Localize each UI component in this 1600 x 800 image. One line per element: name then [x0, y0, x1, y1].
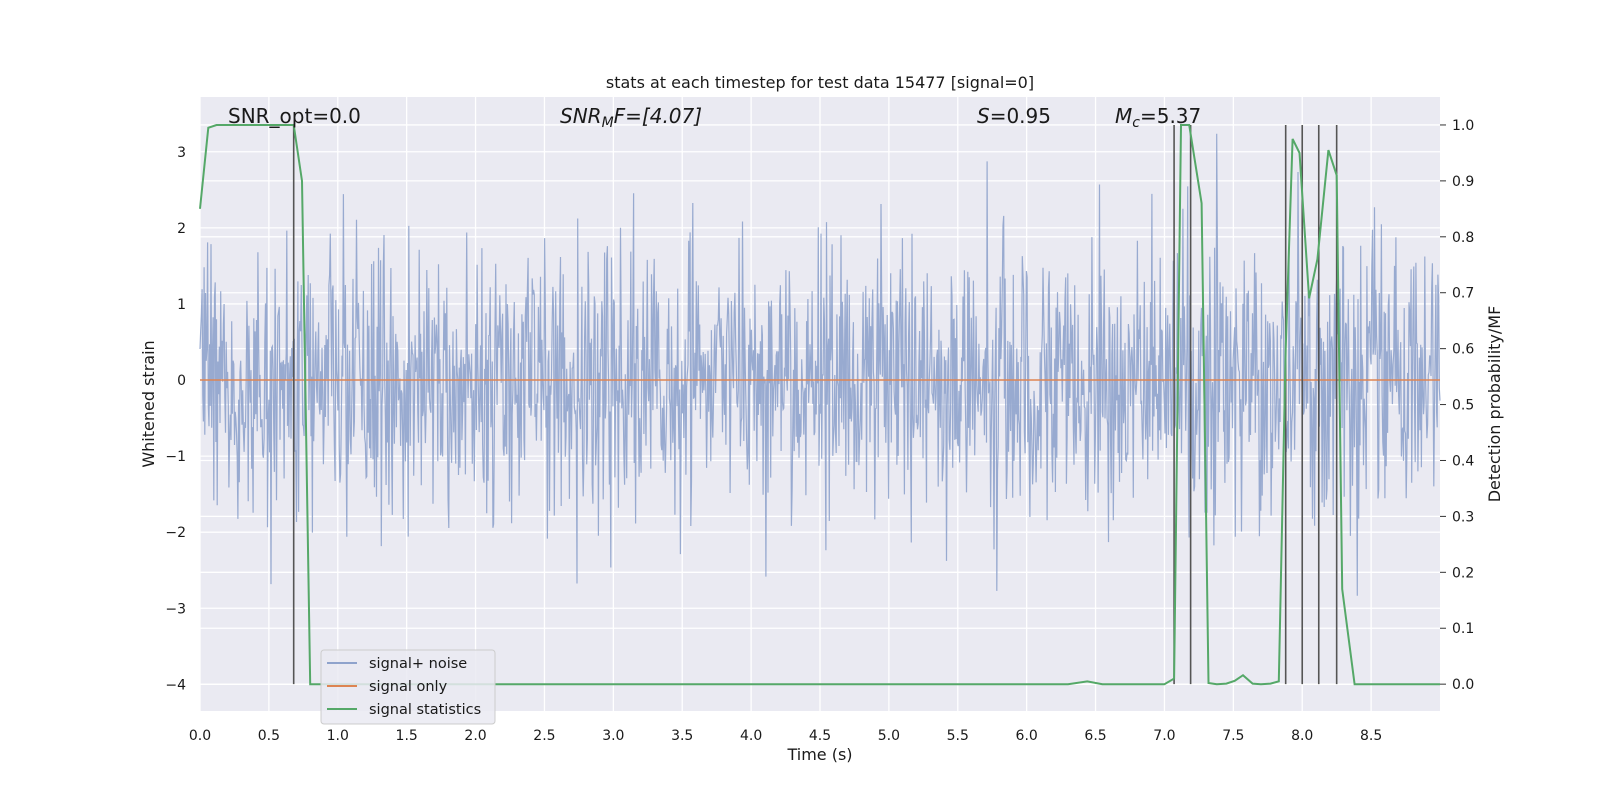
left-y-tick-label-1: 2 [177, 221, 186, 237]
annotation-snr-mf-main: SNR [560, 104, 602, 128]
annotation-mc-sub: c [1132, 115, 1140, 131]
right-y-tick-label-0: 1.0 [1452, 118, 1474, 134]
left-y-tick-label-4: −1 [165, 449, 186, 465]
marker-lines [292, 124, 1338, 685]
legend-label-statistics: signal statistics [369, 702, 481, 718]
left-y-tick-label-6: −3 [165, 601, 186, 617]
legend-label-signal-only: signal only [369, 679, 448, 695]
right-y-tick-label-7: 0.3 [1452, 509, 1474, 525]
left-y-tick-label-3: 0 [177, 373, 186, 389]
x-tick-label-11: 5.5 [947, 728, 969, 744]
annotation-mc: Mc=5.37 [1115, 104, 1201, 131]
plot-area [199, 97, 1441, 711]
left-y-axis-label: Whitened strain [139, 340, 158, 467]
x-tick-label-12: 6.0 [1016, 728, 1038, 744]
x-axis-ticks: 0.0 0.5 1.0 1.5 2.0 2.5 3.0 3.5 4.0 4.5 5.0 5.5 6.0 6… [189, 728, 1382, 744]
right-y-tick-label-9: 0.1 [1452, 621, 1474, 637]
series-signal-statistics [199, 124, 1440, 686]
right-y-axis-ticks: 1.0 0.9 0.8 0.7 0.6 0.5 0.4 0.3 0.2 0.1 0.0 [1440, 118, 1474, 693]
annotation-mc-main: M [1115, 104, 1132, 128]
x-tick-label-6: 3.0 [602, 728, 624, 744]
noise-trace [199, 133, 1441, 596]
right-y-axis-label: Detection probability/MF [1485, 306, 1504, 503]
left-y-tick-label-2: 1 [177, 297, 186, 313]
legend: signal+ noise signal only signal statist… [320, 649, 496, 725]
left-y-axis-ticks: 3 2 1 0 −1 −2 −3 −4 [165, 145, 186, 694]
x-tick-label-0: 0.0 [189, 728, 211, 744]
annotation-s-main: S [977, 104, 990, 128]
right-y-tick-label-5: 0.5 [1452, 398, 1474, 414]
x-tick-label-7: 3.5 [671, 728, 693, 744]
left-y-tick-label-7: −4 [165, 677, 186, 693]
x-tick-label-16: 8.0 [1291, 728, 1313, 744]
legend-box [320, 649, 496, 725]
x-tick-label-3: 1.5 [396, 728, 418, 744]
right-y-tick-label-10: 0.0 [1452, 677, 1474, 693]
x-tick-label-2: 1.0 [327, 728, 349, 744]
statistics-line [199, 124, 1440, 686]
right-y-tick-label-1: 0.9 [1452, 174, 1474, 190]
x-tick-label-13: 6.5 [1084, 728, 1106, 744]
x-tick-label-14: 7.0 [1153, 728, 1175, 744]
x-tick-label-17: 8.5 [1360, 728, 1382, 744]
annotation-s-tail: =0.95 [990, 104, 1051, 128]
annotation-snr-mf-sub: M [602, 115, 614, 131]
series-signal-plus-noise [199, 133, 1441, 596]
legend-label-noise: signal+ noise [369, 656, 467, 672]
annotation-s: S=0.95 [977, 104, 1051, 128]
chart-title: stats at each timestep for test data 154… [606, 73, 1034, 92]
right-y-tick-label-4: 0.6 [1452, 342, 1474, 358]
right-y-tick-label-2: 0.8 [1452, 230, 1474, 246]
x-tick-label-8: 4.0 [740, 728, 762, 744]
annotation-snr-mf-tail: F=[4.07] [614, 104, 702, 128]
x-tick-label-4: 2.0 [464, 728, 486, 744]
x-tick-label-1: 0.5 [258, 728, 280, 744]
annotation-snr-opt: SNR_opt=0.0 [228, 104, 361, 128]
annotation-snr-mf: SNRMF=[4.07] [560, 104, 702, 131]
x-tick-label-10: 5.0 [878, 728, 900, 744]
right-y-tick-label-8: 0.2 [1452, 565, 1474, 581]
right-y-tick-label-6: 0.4 [1452, 453, 1474, 469]
left-y-tick-label-5: −2 [165, 525, 186, 541]
annotation-mc-tail: =5.37 [1140, 104, 1201, 128]
x-tick-label-15: 7.5 [1222, 728, 1244, 744]
x-tick-label-9: 4.5 [809, 728, 831, 744]
right-y-tick-label-3: 0.7 [1452, 286, 1474, 302]
left-y-tick-label-0: 3 [177, 145, 186, 161]
x-tick-label-5: 2.5 [533, 728, 555, 744]
x-axis-label: Time (s) [786, 745, 852, 764]
